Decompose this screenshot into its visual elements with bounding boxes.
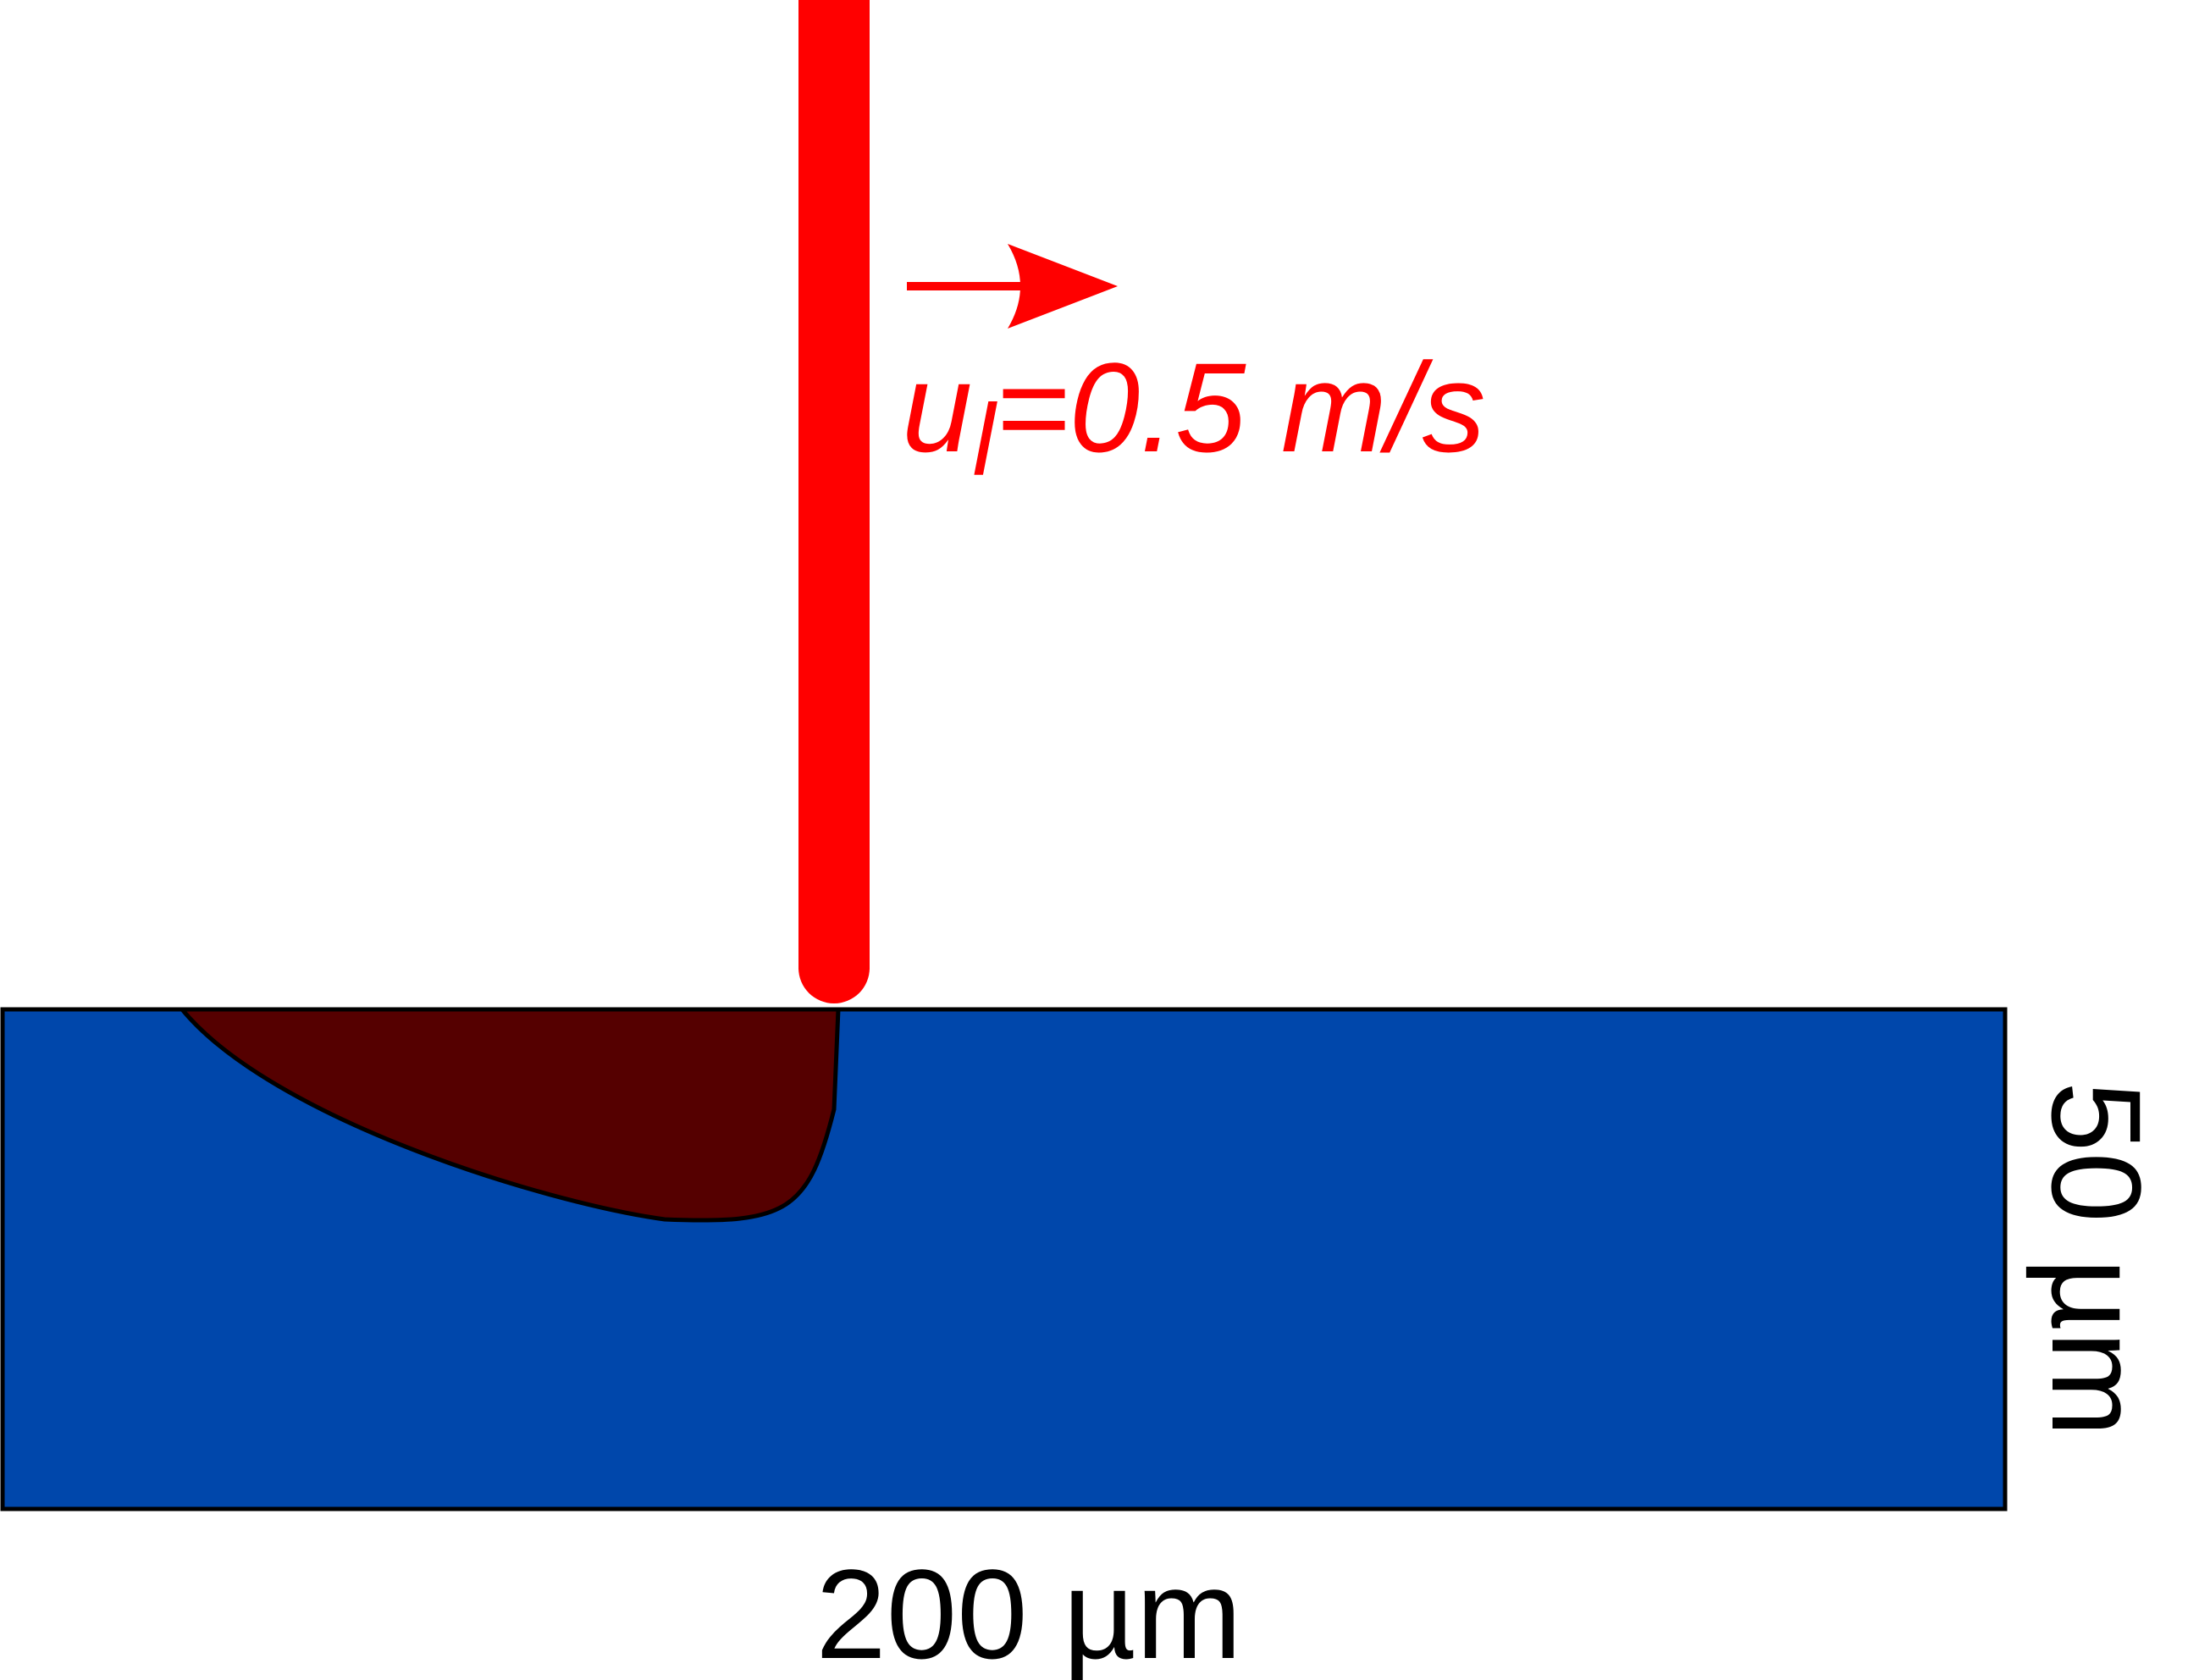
height-dimension-label: 50 µm [2025, 1081, 2168, 1437]
arrow-head [1008, 244, 1118, 329]
width-dimension-label: 200 µm [815, 1543, 1241, 1680]
laser-beam-tip [798, 932, 870, 1003]
velocity-label: ul=0.5 m/s [902, 336, 1486, 497]
right-arrow-icon [907, 244, 1118, 329]
velocity-symbol: u [902, 336, 972, 478]
laser-beam-shaft [798, 0, 870, 970]
laser-beam [798, 0, 870, 1003]
velocity-value: =0.5 m/s [995, 336, 1485, 478]
melt-pool [177, 1007, 841, 1223]
velocity-subscript: l [972, 384, 997, 497]
